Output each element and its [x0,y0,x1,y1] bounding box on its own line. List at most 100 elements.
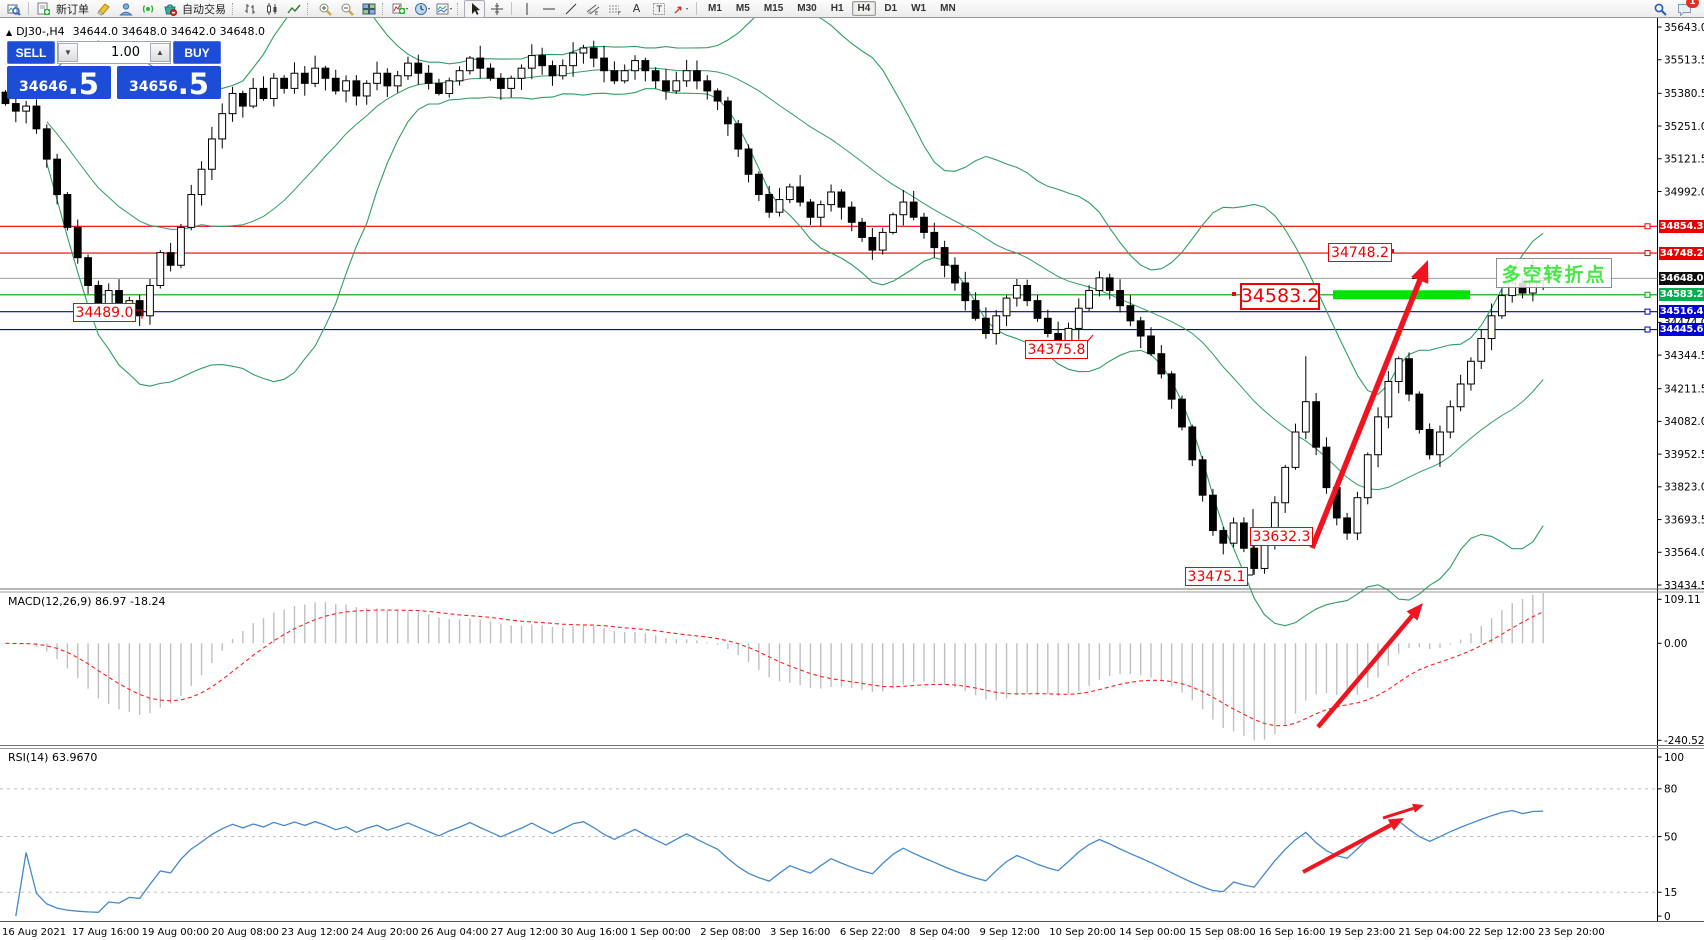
one-click-trading-panel: SELL ▼ 1.00 ▲ BUY 34646.5 34656.5 [7,41,221,99]
svg-text:27 Aug 12:00: 27 Aug 12:00 [491,927,558,938]
tile-windows-icon[interactable] [358,0,379,18]
timeframe-m30[interactable]: M30 [791,1,822,16]
price-label-33475[interactable]: 33475.1 [1185,567,1248,586]
volume-value[interactable]: 1.00 [111,45,140,60]
toolbar-separator [511,2,512,15]
svg-text:24 Aug 20:00: 24 Aug 20:00 [351,927,418,938]
svg-text:1 Sep 00:00: 1 Sep 00:00 [630,927,690,938]
timeframe-m1[interactable]: M1 [702,1,728,16]
arrows-tool-icon[interactable] [670,0,692,18]
svg-text:33564.0: 33564.0 [1664,547,1704,559]
fibonacci-tool-icon[interactable]: F [604,0,625,18]
timeframe-m15[interactable]: M15 [758,1,789,16]
macd-axis: 109.11 0.00 -240.52 [1657,594,1704,747]
toolbar-grip [307,2,311,15]
chart-search-icon[interactable] [3,0,24,18]
price-label-34375[interactable]: 34375.8 [1025,340,1088,359]
styler-icon[interactable] [93,0,114,18]
new-order-icon[interactable] [33,0,54,18]
svg-text:9 Sep 12:00: 9 Sep 12:00 [979,927,1039,938]
collapse-arrow-icon[interactable]: ▲ [6,28,13,37]
sell-button[interactable]: SELL [7,41,55,64]
bar-chart-mode-icon[interactable] [239,0,260,18]
svg-text:22 Sep 12:00: 22 Sep 12:00 [1468,927,1535,938]
svg-text:F: F [618,11,621,16]
svg-text:23 Sep 20:00: 23 Sep 20:00 [1538,927,1605,938]
svg-text:T: T [655,5,662,15]
svg-text:35513.5: 35513.5 [1664,55,1704,67]
turning-point-label[interactable]: 多空转折点 [1496,258,1612,288]
indicators-icon[interactable] [389,0,410,18]
svg-text:26 Aug 04:00: 26 Aug 04:00 [421,927,488,938]
axis-badge-34748.2: 34748.2 [1659,246,1704,260]
channel-tool-icon[interactable]: E [582,0,603,18]
crosshair-icon[interactable] [486,0,507,18]
axis-badge-34583.2: 34583.2 [1659,288,1704,302]
timeframe-w1[interactable]: W1 [905,1,932,16]
svg-text:100: 100 [1664,752,1684,764]
svg-text:0.00: 0.00 [1664,638,1687,650]
line-chart-mode-icon[interactable] [283,0,304,18]
text-label-tool-icon[interactable]: T [648,0,669,18]
toolbar-grip [232,2,236,15]
auto-trading-label[interactable]: 自动交易 [182,2,226,16]
svg-text:8 Sep 04:00: 8 Sep 04:00 [910,927,970,938]
candlestick-mode-icon[interactable] [261,0,282,18]
svg-text:3 Sep 16:00: 3 Sep 16:00 [770,927,830,938]
cursor-icon[interactable] [464,0,485,18]
ohlc-values: 34644.0 34648.0 34642.0 34648.0 [72,25,266,38]
community-chat-icon[interactable]: 1 [1674,0,1699,18]
svg-text:19 Sep 23:00: 19 Sep 23:00 [1329,927,1396,938]
templates-icon[interactable] [433,0,454,18]
price-label-34583[interactable]: 34583.2 [1240,283,1320,310]
svg-text:21 Sep 04:00: 21 Sep 04:00 [1398,927,1465,938]
new-order-label[interactable]: 新订单 [56,2,89,16]
svg-text:35380.5: 35380.5 [1664,88,1704,100]
text-tool-icon[interactable]: A [632,2,641,15]
timeframe-m5[interactable]: M5 [730,1,756,16]
search-icon[interactable] [1649,0,1670,18]
volume-decrease-button[interactable]: ▼ [58,43,78,62]
timeframe-d1[interactable]: D1 [878,1,903,16]
buy-button[interactable]: BUY [173,41,221,64]
pivot-highlight-bar[interactable] [1333,290,1470,300]
signal-icon[interactable] [137,0,158,18]
svg-text:15: 15 [1664,887,1677,899]
svg-text:33434.5: 33434.5 [1664,580,1704,592]
zoom-in-icon[interactable] [314,0,335,18]
auto-trading-icon[interactable] [159,0,180,18]
panel-frame [0,18,1704,940]
price-label-33632[interactable]: 33632.3 [1250,527,1313,546]
sell-price-display[interactable]: 34646.5 [7,66,111,99]
macd-signal-line [5,609,1544,727]
timeframe-h4[interactable]: H4 [851,1,877,16]
trendline-tool-icon[interactable] [560,0,581,18]
svg-text:34344.5: 34344.5 [1664,350,1704,362]
toolbar-separator [696,2,697,15]
trend-arrows[interactable] [1302,260,1429,874]
price-label-34489[interactable]: 34489.0 [73,303,136,322]
zoom-out-icon[interactable] [336,0,357,18]
price-label-34748[interactable]: 34748.2 [1328,243,1392,262]
volume-stepper: ▼ 1.00 ▲ [57,41,171,64]
svg-text:34992.0: 34992.0 [1664,186,1704,198]
macd-indicator-label: MACD(12,26,9) 86.97 -18.24 [8,595,166,608]
volume-increase-button[interactable]: ▲ [150,43,170,62]
horizontal-line-tool-icon[interactable] [538,0,559,18]
svg-text:-240.52: -240.52 [1664,735,1704,747]
profile-icon[interactable] [115,0,136,18]
symbol-name: DJ30-,H4 [16,25,65,38]
vertical-line-tool-icon[interactable] [516,0,537,18]
buy-price-display[interactable]: 34656.5 [117,66,221,99]
svg-text:34082.0: 34082.0 [1664,416,1704,428]
rsi-axis: 100 80 50 15 0 [0,752,1684,923]
svg-text:30 Aug 16:00: 30 Aug 16:00 [561,927,628,938]
svg-text:E: E [595,11,598,16]
rsi-line [15,809,1544,917]
svg-text:33952.5: 33952.5 [1664,449,1704,461]
periods-clock-icon[interactable] [411,0,432,18]
timeframe-mn[interactable]: MN [934,1,962,16]
timeframe-h1[interactable]: H1 [825,1,850,16]
svg-text:19 Aug 00:00: 19 Aug 00:00 [142,927,209,938]
